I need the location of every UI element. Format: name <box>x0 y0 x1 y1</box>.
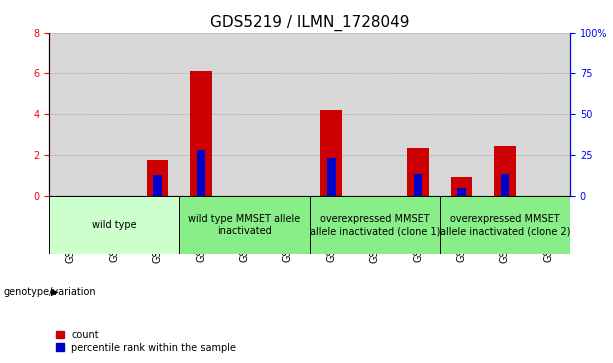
Text: wild type MMSET allele
inactivated: wild type MMSET allele inactivated <box>188 214 300 236</box>
Bar <box>180 196 310 254</box>
Bar <box>440 196 570 254</box>
Bar <box>136 33 180 196</box>
Text: genotype/variation: genotype/variation <box>3 287 96 297</box>
Text: overexpressed MMSET
allele inactivated (clone 2): overexpressed MMSET allele inactivated (… <box>440 214 570 236</box>
Bar <box>327 158 336 196</box>
Text: ▶: ▶ <box>51 287 58 297</box>
Bar <box>223 33 266 196</box>
Bar <box>310 196 440 254</box>
Text: overexpressed MMSET
allele inactivated (clone 1): overexpressed MMSET allele inactivated (… <box>310 214 440 236</box>
Title: GDS5219 / ILMN_1728049: GDS5219 / ILMN_1728049 <box>210 15 409 31</box>
Bar <box>266 33 310 196</box>
Bar <box>310 33 353 196</box>
Bar <box>527 33 570 196</box>
Bar <box>49 196 179 254</box>
Text: wild type: wild type <box>92 220 137 230</box>
Bar <box>353 33 397 196</box>
Bar <box>494 146 516 196</box>
Legend: count, percentile rank within the sample: count, percentile rank within the sample <box>54 328 238 355</box>
Bar <box>483 33 527 196</box>
Bar <box>440 33 483 196</box>
Bar <box>414 174 422 196</box>
Bar <box>197 150 205 196</box>
Bar <box>49 33 93 196</box>
Bar <box>501 174 509 196</box>
Bar <box>180 33 223 196</box>
Bar <box>93 33 136 196</box>
Bar <box>451 178 473 196</box>
Bar <box>457 188 466 196</box>
Bar <box>407 148 429 196</box>
Bar <box>321 110 342 196</box>
Bar <box>190 72 212 196</box>
Bar <box>147 160 169 196</box>
Bar <box>397 33 440 196</box>
Bar <box>153 175 162 196</box>
